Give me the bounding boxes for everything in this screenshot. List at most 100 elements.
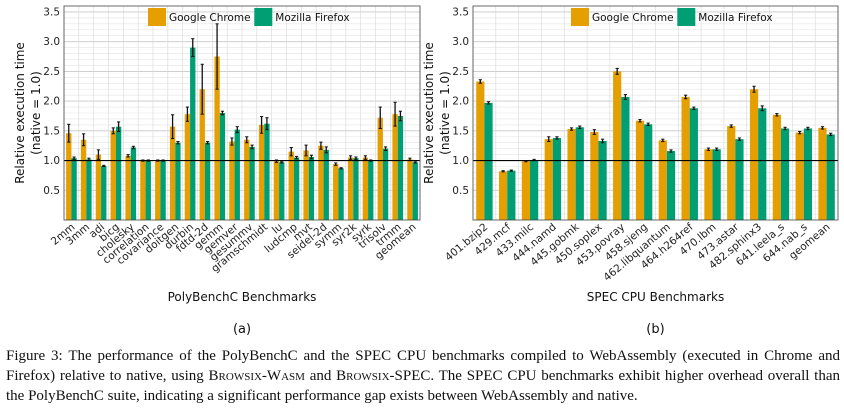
bar-firefox [689, 108, 698, 220]
bar-chrome [392, 114, 398, 220]
bar-firefox [712, 149, 721, 220]
bar-firefox [484, 102, 493, 220]
bar-chrome [155, 160, 161, 220]
chart-panel-2: 0.51.01.52.02.53.03.5401.bzip2429.mcf433… [422, 5, 839, 337]
bar-chrome [347, 157, 354, 220]
bar-firefox [826, 134, 835, 220]
bar-chrome [95, 154, 102, 220]
y-tick-label: 2.5 [452, 66, 469, 78]
bar-firefox [758, 108, 767, 220]
figure-caption: Figure 3: The performance of the PolyBen… [6, 346, 840, 406]
y-tick-label: 1.5 [452, 125, 469, 137]
legend-label: Mozilla Firefox [275, 12, 349, 24]
y-tick-label: 0.5 [43, 185, 60, 197]
bar-firefox [803, 128, 812, 220]
bar-chrome [749, 89, 759, 220]
bar-firefox [71, 158, 77, 220]
bar-firefox [353, 158, 359, 220]
bar-chrome [288, 151, 294, 220]
bar-chrome [499, 171, 508, 220]
legend-swatch-chrome [148, 8, 166, 26]
bar-firefox [735, 139, 744, 220]
legend-label: Mozilla Firefox [698, 12, 772, 24]
panel-label: (a) [233, 322, 251, 337]
bar-firefox [644, 124, 653, 220]
bar-chrome [772, 114, 781, 220]
bar-firefox [249, 146, 255, 220]
legend-label: Google Chrome [169, 12, 251, 24]
bar-chrome [567, 129, 576, 220]
legend: Google Chrome Mozilla Firefox [148, 8, 350, 26]
bar-chrome [476, 81, 485, 220]
bar-chrome [795, 132, 804, 220]
bar-chrome [303, 150, 309, 220]
bar-chrome [169, 126, 176, 220]
y-axis-label: Relative execution time [422, 42, 436, 184]
caption-text-1: Figure 3: The performance of the PolyBen… [6, 348, 840, 384]
bar-chrome [258, 124, 265, 220]
bar-firefox [130, 147, 137, 220]
bar-chrome [333, 164, 339, 220]
bar-firefox [780, 128, 790, 220]
bar-firefox [598, 140, 607, 220]
bar-chrome [681, 96, 690, 220]
plot-frame [472, 5, 839, 221]
bar-firefox [234, 129, 240, 220]
y-axis-label: Relative execution time [13, 42, 27, 184]
bar-firefox [145, 160, 151, 220]
y-tick-label: 2.5 [43, 66, 60, 78]
plot-frame [63, 5, 421, 221]
figure: 0.51.01.52.02.53.03.52mm3mmadibicgcholes… [13, 5, 839, 337]
bar-chrome [590, 132, 599, 220]
y-tick-label: 3.5 [452, 6, 469, 18]
bar-chrome [521, 161, 531, 220]
caption-text-3: . The SPEC CPU benchmarks exhibit higher… [6, 368, 840, 404]
bar-firefox [219, 113, 226, 220]
y-tick-label: 2.0 [43, 96, 60, 108]
x-axis-label: SPEC CPU Benchmarks [587, 290, 724, 304]
bar-chrome [658, 140, 667, 220]
bar-chrome [613, 71, 622, 220]
bar-firefox [279, 162, 285, 220]
y-tick-label: 2.0 [452, 96, 469, 108]
x-axis-label: PolyBenchC Benchmarks [168, 290, 317, 304]
bar-firefox [575, 127, 584, 220]
legend-label: Google Chrome [592, 12, 674, 24]
caption-text-2: and [304, 368, 337, 384]
bar-firefox [86, 159, 92, 220]
bar-chrome [199, 89, 205, 220]
y-tick-label: 3.5 [43, 6, 60, 18]
legend-swatch-firefox [677, 8, 696, 26]
bar-firefox [530, 159, 539, 220]
bar-firefox [338, 168, 344, 220]
bar-chrome [727, 126, 736, 220]
y-tick-label: 1.0 [452, 155, 469, 167]
bar-firefox [368, 160, 374, 220]
bar-chrome [635, 120, 645, 220]
bar-firefox [323, 149, 329, 220]
bar-firefox [293, 157, 300, 220]
legend: Google Chrome Mozilla Firefox [571, 8, 773, 26]
y-tick-label: 1.5 [43, 125, 60, 137]
y-tick-label: 0.5 [452, 185, 469, 197]
legend-swatch-chrome [571, 8, 589, 26]
y-axis-label: (native = 1.0) [29, 71, 43, 155]
bar-firefox [101, 165, 107, 220]
bar-chrome [407, 159, 413, 220]
bar-firefox [204, 142, 211, 220]
y-tick-label: 3.0 [452, 36, 469, 48]
bar-chrome [140, 160, 146, 220]
y-tick-label: 3.0 [43, 36, 60, 48]
bar-chrome [214, 56, 220, 221]
bar-firefox [190, 47, 196, 220]
panel-label: (b) [646, 322, 664, 337]
chart-panel-1: 0.51.01.52.02.53.03.52mm3mmadibicgcholes… [13, 5, 421, 337]
bar-firefox [666, 151, 676, 220]
bar-firefox [160, 160, 166, 220]
bar-firefox [264, 123, 270, 220]
caption-browsix-wasm: Browsix-Wasm [208, 368, 305, 384]
bar-firefox [552, 137, 562, 220]
bar-chrome [110, 130, 116, 220]
bar-chrome [704, 149, 713, 220]
bar-chrome [377, 117, 383, 220]
